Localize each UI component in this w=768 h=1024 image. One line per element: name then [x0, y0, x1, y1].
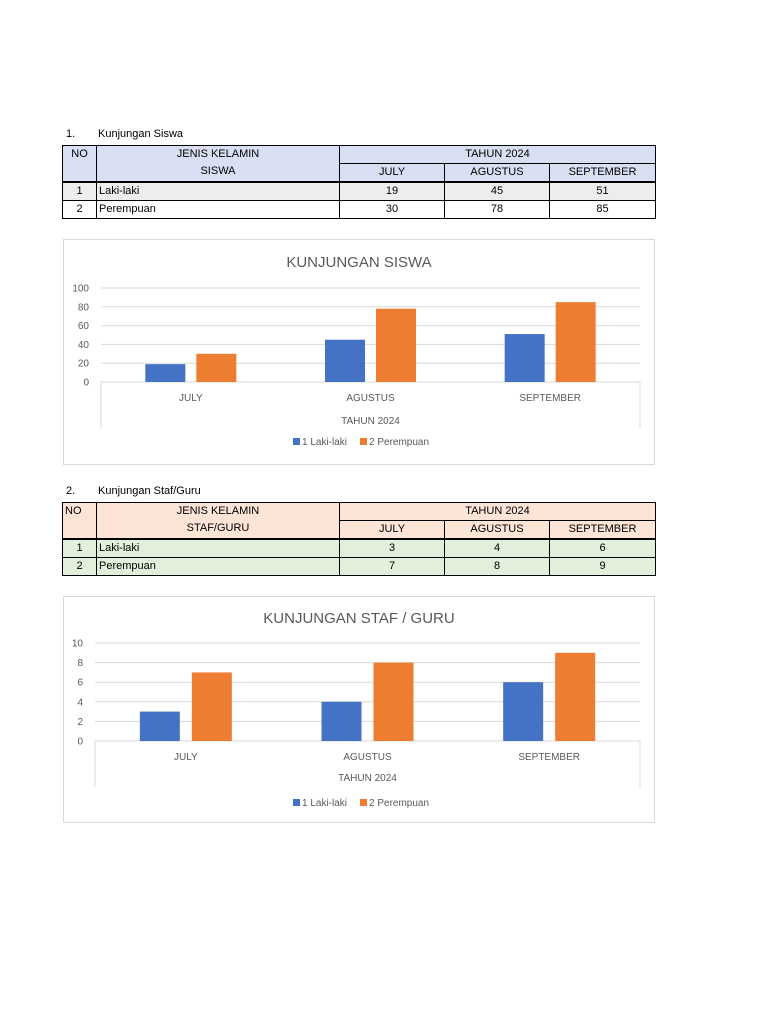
- staf-visit-table: NO JENIS KELAMIN STAF/GURU TAHUN 2024 JU…: [62, 502, 656, 576]
- row-no: 1: [62, 181, 97, 201]
- row-value: 9: [549, 557, 656, 576]
- bar-perempuan: [555, 652, 596, 741]
- bar-laki-laki: [503, 682, 544, 741]
- row-value: 30: [339, 200, 445, 219]
- chart-svg: KUNJUNGAN STAF / GURU 0 2 4 6 8 10 JULY AGUSTUS S…: [72, 610, 641, 809]
- x-tick-label: AGUSTUS: [346, 393, 395, 404]
- y-tick-label: 0: [77, 737, 83, 748]
- chart-kunjungan-siswa: KUNJUNGAN SISWA 0 20 40 60 80 100 JULY AGUSTUS SE…: [63, 239, 655, 465]
- legend-swatch: [360, 438, 367, 445]
- y-tick-label: 0: [83, 378, 89, 389]
- legend-label: 1 Laki-laki: [302, 798, 347, 809]
- row-value: 7: [339, 557, 445, 576]
- bar-perempuan: [196, 353, 237, 382]
- chart-title: KUNJUNGAN STAF / GURU: [263, 610, 454, 627]
- x-tick-label: SEPTEMBER: [519, 393, 581, 404]
- bar-perempuan: [191, 672, 232, 741]
- legend-swatch: [360, 799, 367, 806]
- header-month: SEPTEMBER: [549, 520, 656, 540]
- row-value: 19: [339, 181, 445, 201]
- header-gender-line1: JENIS KELAMIN: [176, 148, 260, 160]
- row-gender: Perempuan: [96, 200, 340, 219]
- header-year: TAHUN 2024: [339, 502, 656, 521]
- header-month: JULY: [339, 163, 445, 183]
- table-row: 1 Laki-laki 3 4 6: [62, 538, 656, 558]
- bar-laki-laki: [145, 364, 186, 382]
- row-no: 2: [62, 557, 97, 576]
- chart-title: KUNJUNGAN SISWA: [286, 254, 431, 271]
- section-number: 1.: [66, 128, 76, 140]
- table-row: 1 Laki-laki 19 45 51: [62, 181, 656, 201]
- x-tick-label: AGUSTUS: [343, 752, 392, 763]
- x-axis-title: TAHUN 2024: [338, 773, 397, 784]
- y-tick-label: 80: [78, 302, 90, 313]
- row-value: 3: [339, 538, 445, 558]
- header-gender-line2: SISWA: [200, 165, 236, 177]
- row-value: 6: [549, 538, 656, 558]
- y-tick-label: 20: [78, 359, 90, 370]
- y-tick-label: 100: [72, 284, 89, 295]
- x-axis-title: TAHUN 2024: [341, 416, 400, 427]
- section-number: 2.: [66, 485, 76, 497]
- bar-perempuan: [373, 662, 414, 741]
- row-value: 4: [444, 538, 550, 558]
- header-month: AGUSTUS: [444, 163, 550, 183]
- row-value: 45: [444, 181, 550, 201]
- chart-kunjungan-staf-guru: KUNJUNGAN STAF / GURU 0 2 4 6 8 10 JULY AGUSTUS S…: [63, 596, 655, 823]
- legend-swatch: [293, 799, 300, 806]
- y-tick-label: 60: [78, 321, 90, 332]
- y-tick-label: 8: [77, 658, 83, 669]
- legend-label: 2 Perempuan: [369, 437, 429, 448]
- x-tick-label: SEPTEMBER: [518, 752, 580, 763]
- row-gender: Laki-laki: [96, 538, 340, 558]
- header-gender-line1: JENIS KELAMIN: [176, 505, 260, 517]
- chart-svg: KUNJUNGAN SISWA 0 20 40 60 80 100 JULY AGUSTUS SE…: [72, 254, 641, 448]
- bar-perempuan: [555, 302, 596, 382]
- row-value: 78: [444, 200, 550, 219]
- legend-swatch: [293, 438, 300, 445]
- header-month: JULY: [339, 520, 445, 540]
- legend-label: 1 Laki-laki: [302, 437, 347, 448]
- bar-laki-laki: [325, 339, 365, 382]
- row-value: 85: [549, 200, 656, 219]
- bar-perempuan: [376, 308, 416, 382]
- row-no: 1: [62, 538, 97, 558]
- header-gender: JENIS KELAMIN STAF/GURU: [96, 502, 340, 540]
- y-tick-label: 6: [77, 678, 83, 689]
- x-tick-label: JULY: [179, 393, 203, 404]
- header-month: SEPTEMBER: [549, 163, 656, 183]
- y-tick-label: 10: [72, 639, 84, 650]
- row-gender: Laki-laki: [96, 181, 340, 201]
- header-year: TAHUN 2024: [339, 145, 656, 164]
- y-tick-label: 2: [77, 717, 83, 728]
- header-gender-line2: STAF/GURU: [186, 522, 250, 534]
- section-title: Kunjungan Staf/Guru: [98, 485, 201, 497]
- table-row: 2 Perempuan 7 8 9: [62, 557, 656, 576]
- header-no: NO: [62, 145, 97, 183]
- row-value: 8: [444, 557, 550, 576]
- header-no: NO: [62, 502, 97, 540]
- row-value: 51: [549, 181, 656, 201]
- y-tick-label: 4: [77, 697, 83, 708]
- header-month: AGUSTUS: [444, 520, 550, 540]
- bar-laki-laki: [321, 701, 362, 741]
- row-no: 2: [62, 200, 97, 219]
- bar-laki-laki: [504, 334, 545, 382]
- table-row: 2 Perempuan 30 78 85: [62, 200, 656, 219]
- bar-laki-laki: [139, 711, 180, 741]
- legend-label: 2 Perempuan: [369, 798, 429, 809]
- section-title: Kunjungan Siswa: [98, 128, 184, 140]
- row-gender: Perempuan: [96, 557, 340, 576]
- x-tick-label: JULY: [174, 752, 198, 763]
- siswa-visit-table: NO JENIS KELAMIN SISWA TAHUN 2024 JULY A…: [62, 145, 656, 219]
- y-tick-label: 40: [78, 340, 90, 351]
- header-gender: JENIS KELAMIN SISWA: [96, 145, 340, 183]
